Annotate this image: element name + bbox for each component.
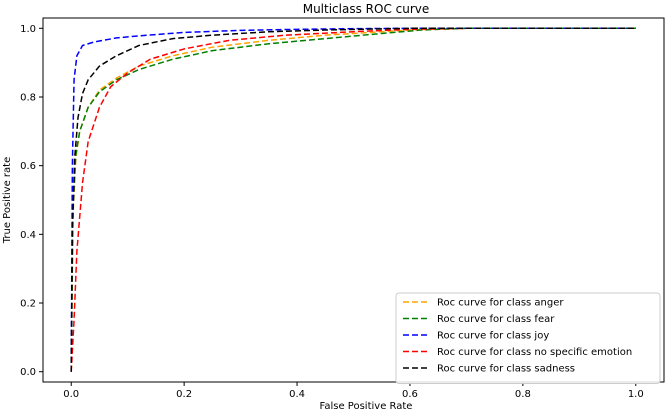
x-tick-label: 0.0 xyxy=(63,389,79,400)
chart-title: Multiclass ROC curve xyxy=(303,2,430,16)
roc-line-series-2 xyxy=(70,27,636,372)
y-axis-label: True Positive rate xyxy=(2,157,13,244)
x-axis-label: False Positive Rate xyxy=(320,401,413,412)
roc-line-series-1 xyxy=(70,27,636,372)
legend-label: Roc curve for class joy xyxy=(437,331,549,342)
x-axis-ticks: 0.0 0.2 0.4 0.6 0.8 1.0 xyxy=(63,382,644,400)
legend-label: Roc curve for class sadness xyxy=(437,364,575,375)
y-axis-ticks: 0.0 0.2 0.4 0.6 0.8 1.0 xyxy=(20,24,43,378)
x-tick-label: 0.6 xyxy=(402,389,418,400)
x-tick-label: 1.0 xyxy=(628,389,644,400)
y-tick-label: 0.6 xyxy=(20,161,36,172)
axes-frame xyxy=(42,17,665,383)
y-tick-label: 0.0 xyxy=(20,367,36,378)
legend-label: Roc curve for class fear xyxy=(437,314,555,325)
y-tick-label: 0.2 xyxy=(20,299,36,310)
legend: Roc curve for class anger Roc curve for c… xyxy=(395,292,661,384)
legend-label: Roc curve for class no specific emotion xyxy=(437,347,632,358)
y-tick-label: 1.0 xyxy=(20,24,36,35)
y-tick-label: 0.4 xyxy=(20,230,36,241)
x-tick-label: 0.4 xyxy=(289,389,305,400)
x-tick-label: 0.2 xyxy=(176,389,192,400)
roc-line-series-3 xyxy=(70,27,636,372)
roc-line-series-4 xyxy=(70,27,636,372)
x-tick-label: 0.8 xyxy=(515,389,531,400)
legend-label: Roc curve for class anger xyxy=(437,298,564,309)
legend-box xyxy=(395,292,661,384)
plot-area xyxy=(70,27,636,372)
y-tick-label: 0.8 xyxy=(20,92,36,103)
